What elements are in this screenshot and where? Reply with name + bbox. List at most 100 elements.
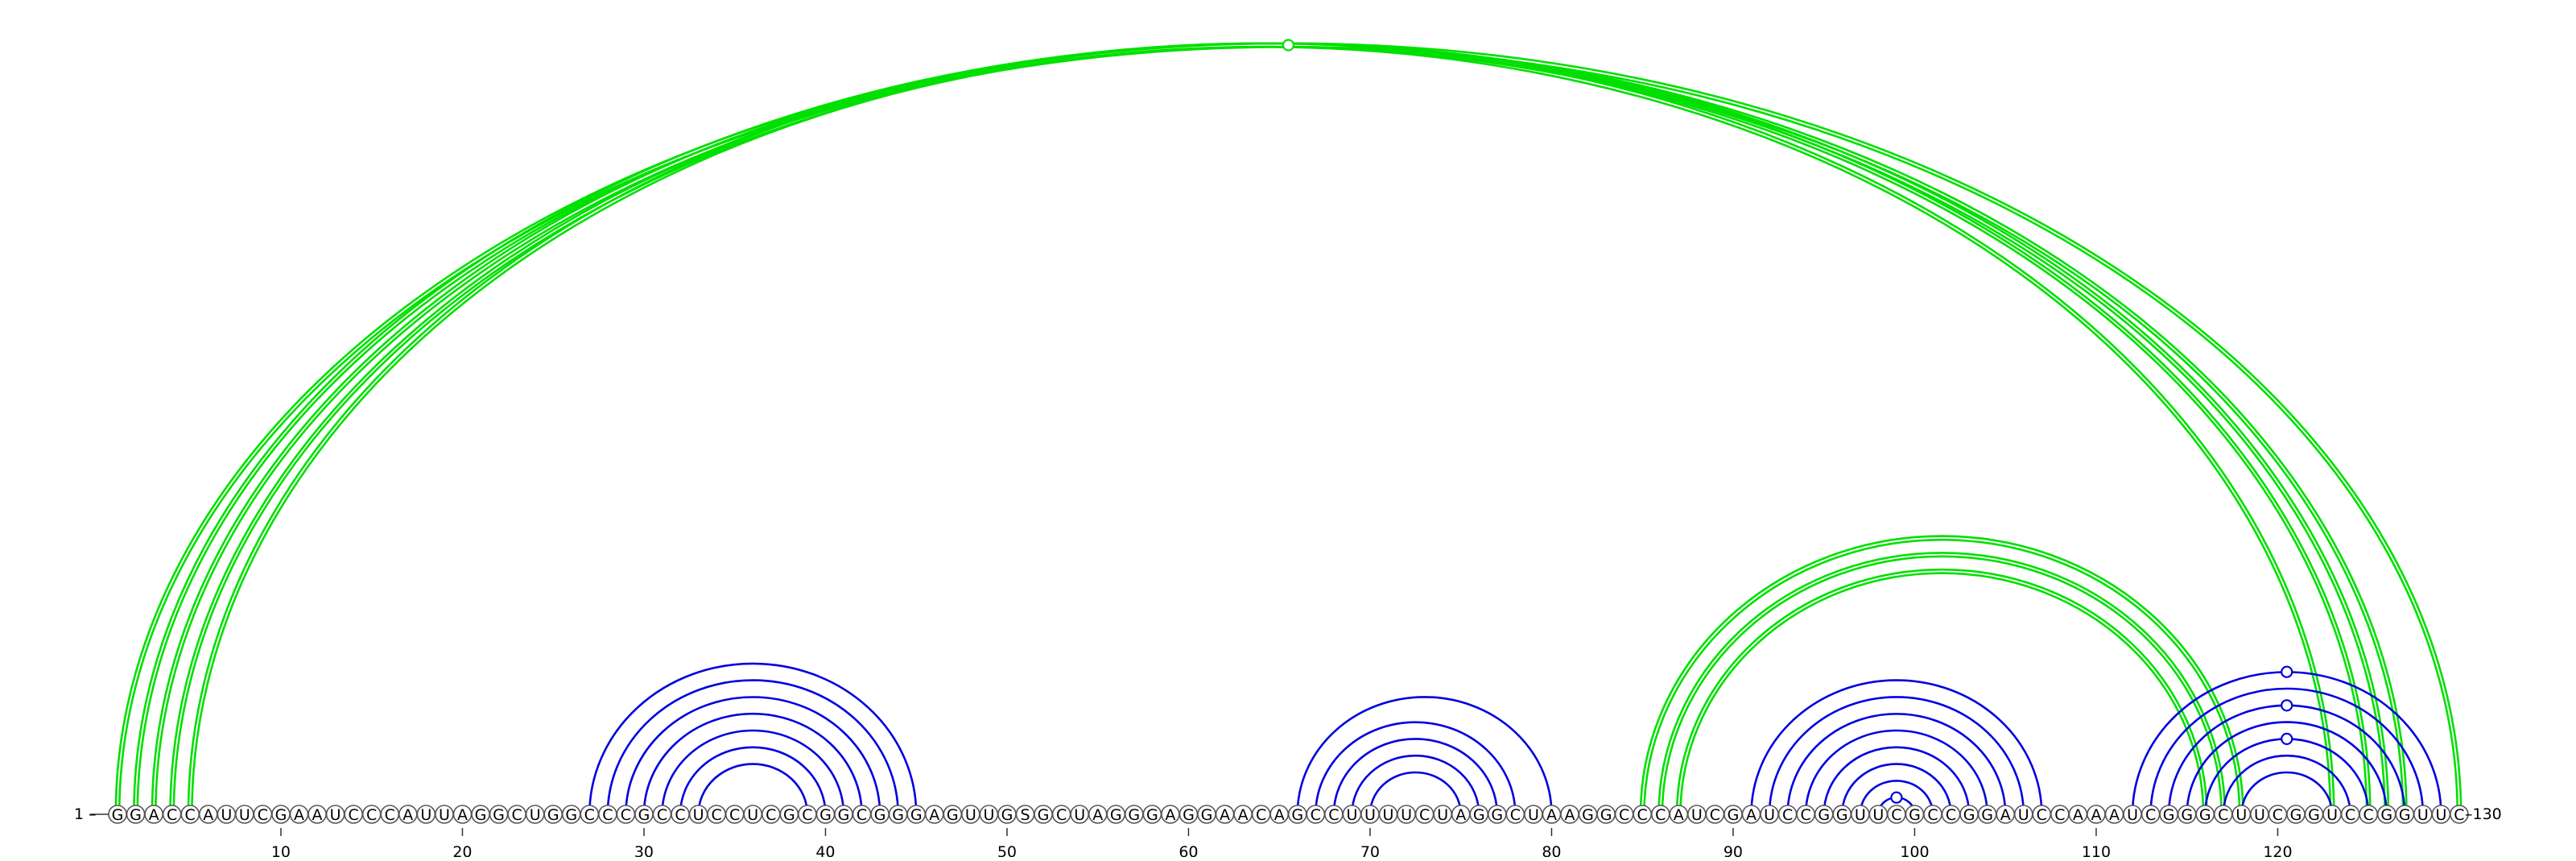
- nucleotide-letter: G: [2290, 806, 2302, 824]
- nucleotide: G: [1596, 805, 1616, 824]
- nucleotide: U: [525, 805, 545, 824]
- nucleotide-letter: C: [1510, 806, 1521, 824]
- nucleotide: C: [1887, 805, 1906, 824]
- nucleotide: A: [1451, 805, 1471, 824]
- nucleotide: G: [634, 805, 654, 824]
- nucleotide-letter: G: [1981, 806, 1993, 824]
- nucleotide-letter: C: [2037, 806, 2047, 824]
- nucleotide: C: [2340, 805, 2360, 824]
- nucleotide-letter: C: [258, 806, 268, 824]
- markers-layer: [1282, 39, 2293, 804]
- nucleotide-letter: A: [1455, 806, 1466, 824]
- base-pair-arc: [116, 43, 2461, 814]
- nucleotide: G: [271, 805, 291, 824]
- nucleotide-letter: C: [349, 806, 359, 824]
- nucleotide: G: [1106, 805, 1126, 824]
- nucleotide-letter: U: [2127, 806, 2138, 824]
- nucleotide-letter: G: [1963, 806, 1975, 824]
- nucleotide: U: [1360, 805, 1380, 824]
- nucleotide: C: [798, 805, 817, 824]
- nucleotide-letter: C: [729, 806, 740, 824]
- base-pair-arc: [642, 712, 863, 815]
- helix-2: [1639, 535, 2244, 815]
- nucleotide: C: [253, 805, 273, 824]
- nucleotide-letter: U: [1364, 806, 1376, 824]
- nucleotide-letter: G: [1038, 806, 1050, 824]
- nucleotide: C: [1306, 805, 1326, 824]
- base-pair-arc: [1768, 696, 2025, 815]
- nucleotide: U: [416, 805, 436, 824]
- nucleotide: C: [1614, 805, 1634, 824]
- nucleotide: G: [1578, 805, 1598, 824]
- nucleotide-letter: G: [1128, 806, 1140, 824]
- nucleotide-letter: C: [1419, 806, 1430, 824]
- base-pair-arc: [1786, 712, 2007, 815]
- nucleotide-letter: S: [1020, 806, 1030, 824]
- nucleotide: U: [235, 805, 254, 824]
- base-pair-arc: [172, 45, 2368, 815]
- nucleotide-letter: U: [2417, 806, 2429, 824]
- base-pair-arc: [155, 47, 2384, 814]
- nucleotide: G: [2159, 805, 2178, 824]
- nucleotide-letter: C: [1619, 806, 1629, 824]
- nucleotide: G: [1959, 805, 1979, 824]
- nucleotide-letter: C: [385, 806, 395, 824]
- nucleotide-letter: U: [1872, 806, 1884, 824]
- nucleotide-letter: C: [2145, 806, 2156, 824]
- nucleotide: U: [2013, 805, 2033, 824]
- nucleotide-letter: C: [167, 806, 177, 824]
- nucleotide-letter: G: [1291, 806, 1303, 824]
- nucleotide: U: [688, 805, 708, 824]
- nucleotide: C: [1777, 805, 1798, 824]
- nucleotide: G: [2376, 805, 2396, 824]
- nucleotide: S: [1015, 805, 1035, 824]
- nucleotide: C: [1633, 805, 1652, 824]
- nucleotide-letter: G: [783, 806, 795, 824]
- nucleotide-letter: U: [1691, 806, 1703, 824]
- nucleotide: A: [1542, 805, 1562, 824]
- base-pair-arc: [191, 45, 2332, 815]
- nucleotide: U: [1524, 805, 1543, 824]
- nucleotide: U: [1433, 805, 1452, 824]
- nucleotide: G: [561, 805, 581, 824]
- nucleotide-letter: G: [2181, 806, 2193, 824]
- nucleotide: C: [1505, 805, 1525, 824]
- nucleotide-letter: C: [511, 806, 522, 824]
- nucleotide-letter: A: [402, 806, 413, 824]
- nucleotide: A: [398, 805, 418, 824]
- base-pair-arc: [1657, 552, 2227, 815]
- nucleotide: U: [435, 805, 454, 824]
- base-pair-arc: [2240, 771, 2334, 815]
- nucleotide: A: [2068, 805, 2088, 824]
- nucleotide: G: [1832, 805, 1852, 824]
- nucleotide-letter: G: [112, 806, 124, 824]
- nucleotide: A: [2104, 805, 2124, 824]
- nucleotide: C: [671, 805, 690, 824]
- helix-5: [1750, 679, 2043, 815]
- nucleotide: C: [1941, 805, 1961, 824]
- nucleotide: G: [2286, 805, 2306, 824]
- nucleotide: C: [761, 805, 781, 824]
- nucleotide: A: [452, 805, 473, 824]
- nucleotide: G: [108, 805, 127, 824]
- nucleotide-letter: C: [584, 806, 595, 824]
- nucleotide: G: [543, 805, 564, 824]
- nucleotide: U: [2250, 805, 2269, 824]
- nucleotide-letter: A: [1546, 806, 1557, 824]
- nucleotide-letter: A: [457, 806, 468, 824]
- base-pair-arc: [679, 746, 827, 815]
- nucleotide: A: [198, 805, 218, 824]
- nucleotide-letter: G: [475, 806, 487, 824]
- nucleotide-letter: C: [602, 806, 613, 824]
- nucleotide: G: [997, 805, 1017, 824]
- tick-label: 50: [997, 843, 1017, 857]
- tick-label: 40: [815, 843, 835, 857]
- tick-label: 30: [634, 843, 654, 857]
- nucleotide-letter: C: [2363, 806, 2374, 824]
- nucleotide-letter: G: [947, 806, 959, 824]
- base-pair-arc: [187, 42, 2335, 815]
- nucleotide: G: [1488, 805, 1507, 824]
- nucleotide-letter: G: [1600, 806, 1612, 824]
